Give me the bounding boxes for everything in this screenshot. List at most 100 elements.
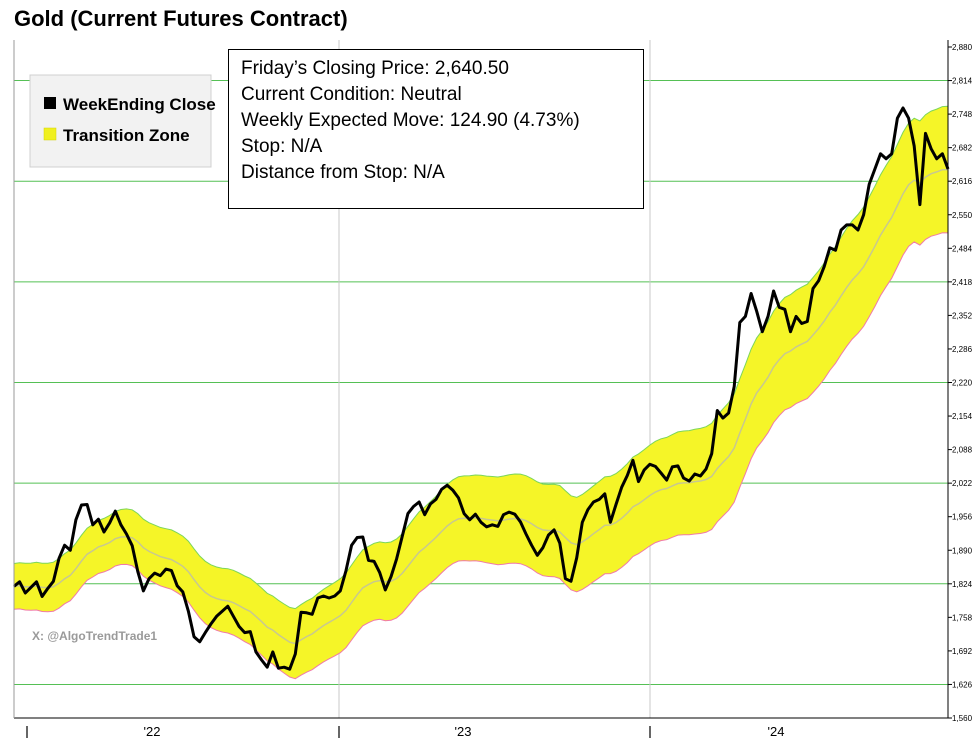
data-point: [249, 631, 251, 633]
data-point: [576, 557, 578, 559]
data-point: [643, 469, 645, 471]
data-point: [857, 229, 859, 231]
data-point: [334, 595, 336, 597]
y-tick-label: 2,220: [952, 379, 973, 388]
data-point: [317, 597, 319, 599]
data-point: [761, 331, 763, 333]
data-point: [896, 117, 899, 119]
y-tick-label: 2,880: [952, 43, 973, 52]
data-point: [570, 580, 572, 582]
data-point: [272, 651, 274, 653]
data-point: [418, 501, 420, 503]
data-point: [474, 513, 476, 515]
data-point: [311, 613, 313, 615]
x-tick-label: '23: [455, 724, 472, 739]
y-tick-label: 1,824: [952, 580, 973, 589]
data-point: [542, 547, 544, 549]
transition-zone-fill: [14, 106, 948, 679]
data-point: [908, 117, 910, 119]
data-point: [379, 572, 381, 574]
y-tick-label: 2,352: [952, 311, 973, 320]
info-stop: Stop: N/A: [241, 136, 323, 157]
data-point: [480, 521, 482, 523]
data-point: [469, 519, 471, 521]
data-point: [300, 611, 302, 613]
x-tick-label: '22: [144, 724, 161, 739]
transition-zone-midline: [13, 168, 949, 645]
data-point: [626, 474, 628, 477]
data-point: [199, 641, 201, 643]
data-point: [733, 386, 735, 388]
data-point: [924, 132, 927, 134]
data-point: [879, 153, 882, 155]
data-point: [182, 591, 184, 593]
transition-zone-lower-edge: [13, 232, 949, 680]
data-point: [508, 511, 510, 513]
data-point: [699, 475, 702, 477]
data-point: [429, 503, 431, 505]
data-point: [170, 570, 173, 572]
data-point: [683, 477, 685, 479]
data-point: [806, 320, 808, 323]
y-tick-label: 2,682: [952, 144, 973, 153]
data-point: [435, 498, 437, 500]
data-point: [390, 576, 392, 578]
data-point: [502, 514, 505, 516]
data-point: [547, 534, 550, 536]
data-point: [941, 153, 944, 155]
legend-swatch-close: [44, 97, 56, 109]
data-point: [531, 544, 533, 546]
data-point: [244, 632, 246, 634]
data-point: [261, 659, 263, 661]
y-tick-label: 1,956: [952, 513, 973, 522]
data-point: [812, 287, 814, 290]
data-point: [919, 204, 921, 206]
data-point: [322, 595, 325, 597]
data-point: [407, 513, 409, 515]
data-point: [277, 667, 279, 669]
data-point: [373, 560, 375, 563]
data-point: [519, 521, 522, 523]
data-point: [615, 503, 617, 506]
data-point: [266, 666, 268, 668]
data-point: [739, 321, 741, 324]
y-tick-label: 2,088: [952, 446, 973, 455]
info-distance-from-stop: Distance from Stop: N/A: [241, 162, 445, 183]
data-point: [778, 306, 780, 308]
data-point: [159, 575, 161, 577]
data-point: [412, 505, 415, 508]
data-point: [722, 417, 724, 419]
y-tick-label: 2,022: [952, 479, 973, 488]
y-tick-label: 2,550: [952, 211, 973, 220]
data-point: [232, 615, 234, 617]
data-point: [728, 412, 730, 414]
y-tick-label: 1,758: [952, 613, 973, 622]
data-point: [666, 479, 668, 481]
data-point: [356, 536, 358, 539]
info-closing-price: Friday’s Closing Price: 2,640.50: [241, 58, 509, 79]
data-point: [559, 542, 561, 544]
data-point: [154, 572, 156, 574]
data-point: [216, 615, 218, 617]
chart-title: Gold (Current Futures Contract): [14, 6, 348, 31]
data-point: [598, 498, 600, 500]
data-point: [30, 586, 32, 589]
data-point: [35, 581, 38, 583]
data-point: [823, 266, 825, 268]
data-point: [789, 331, 792, 333]
transition-zone-band: [13, 105, 949, 680]
data-point: [221, 610, 223, 612]
data-point: [137, 571, 139, 573]
data-point: [604, 493, 606, 495]
data-point: [491, 524, 493, 526]
data-point: [58, 557, 60, 560]
data-point: [581, 521, 583, 523]
data-point: [609, 521, 612, 523]
data-point: [846, 224, 848, 226]
data-point: [114, 510, 116, 512]
legend-swatch-zone: [43, 127, 57, 141]
data-point: [339, 590, 341, 592]
info-box: Friday’s Closing Price: 2,640.50 Current…: [228, 49, 644, 209]
data-point: [660, 472, 662, 474]
